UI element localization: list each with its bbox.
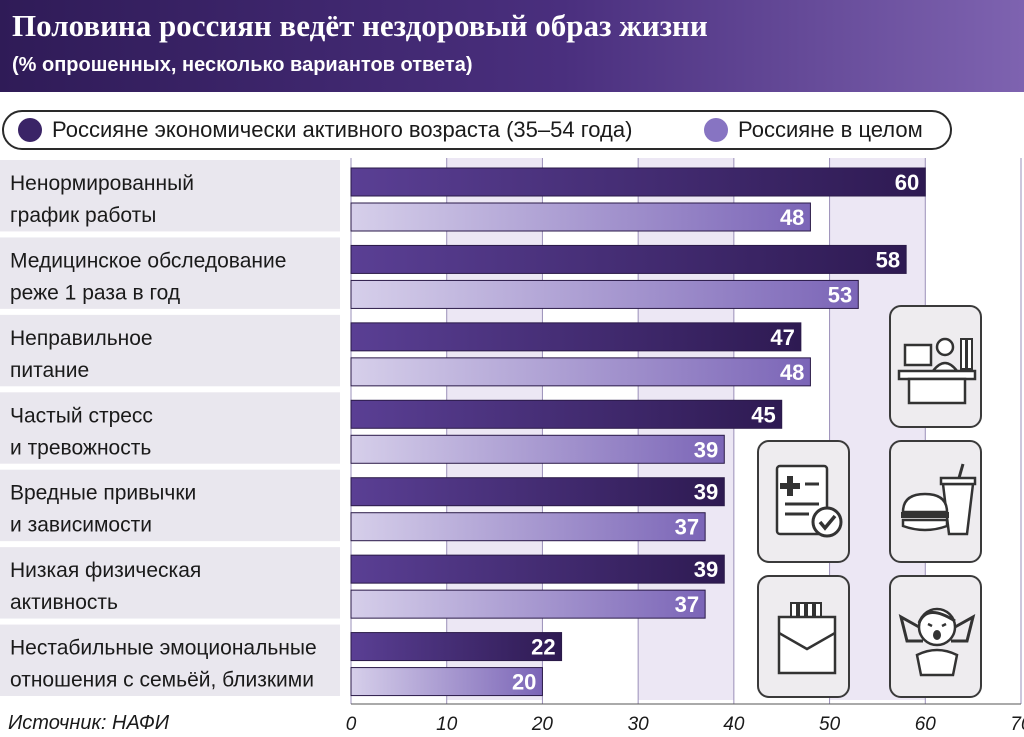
plot-band bbox=[638, 158, 734, 700]
medical-checkup-icon bbox=[775, 464, 843, 538]
bar-overall bbox=[350, 512, 706, 542]
category-label: и тревожность bbox=[10, 436, 151, 459]
bar-active-age bbox=[350, 322, 802, 352]
source-note: Источник: НАФИ bbox=[8, 712, 170, 734]
x-tick-label: 20 bbox=[531, 714, 554, 735]
bar-active-age bbox=[350, 632, 563, 662]
x-tick-label: 40 bbox=[723, 714, 745, 735]
bar-value-label: 39 bbox=[694, 557, 718, 582]
fast-food-icon bbox=[901, 463, 977, 536]
chart-subtitle: (% опрошенных, несколько вариантов ответ… bbox=[12, 54, 473, 76]
category-label: Частый стресс bbox=[10, 404, 153, 427]
bar-overall bbox=[350, 667, 543, 697]
bar-value-label: 47 bbox=[770, 325, 794, 350]
bar-value-label: 58 bbox=[876, 247, 900, 272]
fast-food-icon-box bbox=[889, 440, 982, 563]
category-label: и зависимости bbox=[10, 514, 152, 537]
category-label: Нестабильные эмоциональные bbox=[10, 637, 317, 660]
category-label: Вредные привычки bbox=[10, 482, 196, 505]
bar-value-label: 37 bbox=[675, 515, 699, 540]
medical-checkup-icon-box bbox=[757, 440, 850, 563]
bar-active-age bbox=[350, 399, 783, 429]
bar-value-label: 45 bbox=[751, 402, 775, 427]
category-panel bbox=[0, 624, 340, 696]
category-label: Неправильное bbox=[10, 327, 153, 350]
plot-band bbox=[446, 158, 543, 700]
x-tick-label: 30 bbox=[628, 714, 650, 735]
legend-item-active-age: Россияне экономически активного возраста… bbox=[18, 112, 632, 148]
legend-label-overall: Россияне в целом bbox=[738, 117, 923, 142]
bar-overall bbox=[350, 202, 811, 232]
bar-value-label: 20 bbox=[512, 670, 536, 695]
bar-active-age bbox=[350, 167, 926, 197]
category-label: реже 1 раза в год bbox=[10, 281, 180, 304]
cigarettes-icon bbox=[777, 602, 837, 675]
bar-value-label: 48 bbox=[780, 360, 804, 385]
category-panel bbox=[0, 160, 340, 232]
legend-label-active-age: Россияне экономически активного возраста… bbox=[52, 117, 633, 142]
category-panel bbox=[0, 469, 340, 542]
bar-value-label: 37 bbox=[675, 592, 699, 617]
x-tick-label: 10 bbox=[436, 714, 458, 735]
x-tick-label: 50 bbox=[819, 714, 841, 735]
legend-item-overall: Россияне в целом bbox=[704, 112, 923, 148]
bar-value-label: 48 bbox=[780, 205, 804, 230]
category-label: активность bbox=[10, 591, 118, 614]
x-tick-label: 70 bbox=[1010, 714, 1024, 735]
bar-overall bbox=[350, 279, 859, 309]
category-label: отношения с семьёй, близкими bbox=[10, 669, 314, 692]
category-label: Ненормированный bbox=[10, 172, 194, 195]
chart-title: Половина россиян ведёт нездоровый образ … bbox=[12, 8, 708, 43]
x-tick-label: 0 bbox=[346, 714, 357, 735]
category-label: питание bbox=[10, 359, 89, 382]
bar-value-label: 22 bbox=[531, 635, 555, 660]
bar-value-label: 39 bbox=[694, 480, 718, 505]
category-panel bbox=[0, 547, 340, 619]
plot-band bbox=[351, 158, 447, 700]
stressed-person-icon-box bbox=[889, 575, 982, 698]
category-label: Низкая физическая bbox=[10, 559, 201, 582]
category-panel bbox=[0, 314, 340, 387]
office-worker-icon-box bbox=[889, 305, 982, 428]
plot-band bbox=[542, 158, 639, 700]
bar-overall bbox=[350, 357, 811, 387]
category-panel bbox=[0, 237, 340, 309]
legend: Россияне экономически активного возраста… bbox=[2, 110, 952, 150]
bar-active-age bbox=[350, 477, 725, 507]
category-label: Медицинское обследование bbox=[10, 249, 286, 272]
stressed-person-icon bbox=[898, 607, 976, 677]
bar-overall bbox=[350, 434, 725, 464]
header-banner: Половина россиян ведёт нездоровый образ … bbox=[0, 0, 1024, 92]
bar-overall bbox=[350, 589, 706, 619]
cigarettes-icon-box bbox=[757, 575, 850, 698]
bar-active-age bbox=[350, 244, 907, 274]
category-panel bbox=[0, 392, 340, 464]
office-worker-icon bbox=[897, 337, 977, 405]
bar-value-label: 53 bbox=[828, 282, 852, 307]
legend-swatch-dark bbox=[18, 118, 42, 142]
legend-swatch-light bbox=[704, 118, 728, 142]
bar-value-label: 60 bbox=[895, 170, 919, 195]
category-label: график работы bbox=[10, 204, 156, 227]
bar-value-label: 39 bbox=[694, 437, 718, 462]
x-tick-label: 60 bbox=[915, 714, 937, 735]
bar-active-age bbox=[350, 554, 725, 584]
